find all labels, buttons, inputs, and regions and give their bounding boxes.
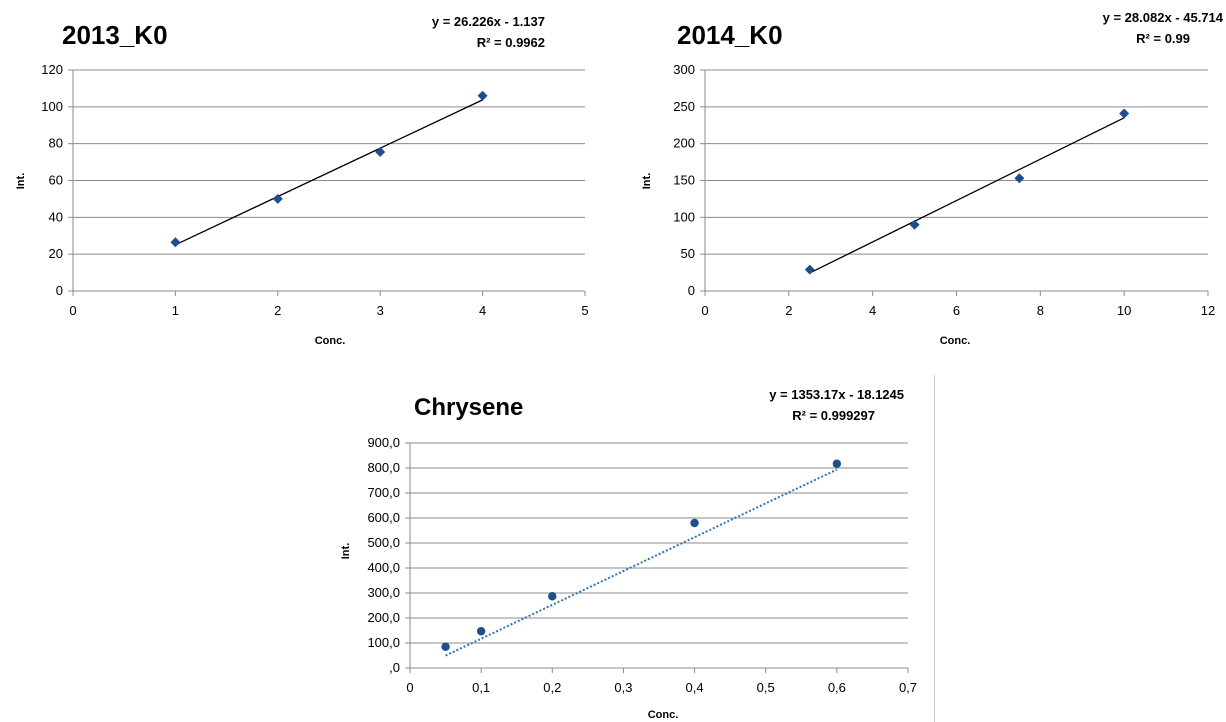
x-tick-label: 0,2 bbox=[543, 680, 561, 695]
x-tick-label: 5 bbox=[581, 303, 588, 318]
data-point bbox=[548, 592, 557, 601]
data-point bbox=[476, 627, 486, 636]
y-tick-label: ,0 bbox=[389, 660, 400, 675]
data-point bbox=[832, 459, 842, 468]
y-tick-label: 800,0 bbox=[367, 460, 400, 475]
chart-2013-k0-svg: 2013_K0 y = 26.226x - 1.137 R² = 0.9962 … bbox=[15, 14, 589, 347]
trendline bbox=[445, 468, 838, 657]
y-tick-label: 300 bbox=[673, 62, 695, 77]
x-tick-label: 0,3 bbox=[614, 680, 632, 695]
data-point bbox=[1119, 108, 1130, 119]
chart-chrysene: Chrysene y = 1353.17x - 18.1245 R² = 0.9… bbox=[330, 375, 930, 722]
y-tick-label: 80 bbox=[49, 136, 63, 151]
panel-divider bbox=[934, 375, 935, 722]
y-tick-label: 900,0 bbox=[367, 435, 400, 450]
data-point bbox=[441, 642, 450, 651]
chart-2014-k0-svg: 2014_K0 y = 28.082x - 45.714 R² = 0.99 C… bbox=[641, 10, 1224, 347]
y-tick-label: 200 bbox=[673, 136, 695, 151]
y-tick-label: 50 bbox=[681, 246, 695, 261]
y-tick-label: 120 bbox=[41, 62, 63, 77]
x-tick-label: 0,1 bbox=[472, 680, 490, 695]
x-tick-label: 0 bbox=[69, 303, 76, 318]
y-tick-label: 0 bbox=[688, 283, 695, 298]
trendline bbox=[809, 117, 1125, 274]
trend-equation: y = 26.226x - 1.137 bbox=[432, 14, 545, 29]
y-tick-label: 150 bbox=[673, 173, 695, 188]
x-tick-label: 1 bbox=[172, 303, 179, 318]
x-tick-label: 3 bbox=[377, 303, 384, 318]
y-axis-label: Int. bbox=[340, 543, 352, 560]
y-tick-label: 100 bbox=[673, 209, 695, 224]
y-axis-label: Int. bbox=[15, 173, 27, 190]
x-tick-label: 0 bbox=[406, 680, 413, 695]
chart-chrysene-svg: Chrysene y = 1353.17x - 18.1245 R² = 0.9… bbox=[340, 387, 917, 721]
trend-equation: y = 1353.17x - 18.1245 bbox=[769, 387, 904, 402]
x-tick-label: 4 bbox=[479, 303, 486, 318]
x-axis-label: Conc. bbox=[315, 335, 346, 347]
trendline bbox=[175, 99, 483, 246]
data-point bbox=[1014, 173, 1025, 184]
y-tick-label: 400,0 bbox=[367, 560, 400, 575]
data-point bbox=[375, 146, 386, 157]
y-tick-label: 20 bbox=[49, 246, 63, 261]
x-tick-label: 0 bbox=[701, 303, 708, 318]
x-tick-label: 0,4 bbox=[686, 680, 704, 695]
y-tick-label: 100 bbox=[41, 99, 63, 114]
x-tick-label: 2 bbox=[274, 303, 281, 318]
x-tick-label: 10 bbox=[1117, 303, 1131, 318]
data-point bbox=[477, 90, 488, 101]
x-tick-label: 8 bbox=[1037, 303, 1044, 318]
x-tick-label: 0,5 bbox=[757, 680, 775, 695]
plot-area: 0 50 100 150 200 250 300 0 2 4 6 8 10 12 bbox=[673, 62, 1215, 318]
data-point bbox=[690, 518, 699, 528]
x-tick-label: 0,7 bbox=[899, 680, 917, 695]
y-tick-label: 300,0 bbox=[367, 585, 400, 600]
data-point bbox=[804, 264, 815, 275]
trend-r2: R² = 0.9962 bbox=[477, 35, 545, 50]
plot-area: 0 20 40 60 80 100 120 0 1 2 3 4 5 bbox=[41, 62, 588, 318]
x-tick-label: 2 bbox=[785, 303, 792, 318]
data-point bbox=[170, 237, 181, 248]
chart-title: 2013_K0 bbox=[62, 20, 168, 50]
data-point bbox=[909, 219, 920, 230]
x-tick-label: 6 bbox=[953, 303, 960, 318]
x-axis-label: Conc. bbox=[648, 709, 679, 721]
trend-equation: y = 28.082x - 45.714 bbox=[1103, 10, 1224, 25]
plot-area: ,0 100,0 200,0 300,0 400,0 500,0 600,0 700,0 800… bbox=[367, 435, 917, 695]
x-tick-label: 0,6 bbox=[828, 680, 846, 695]
data-point bbox=[272, 193, 283, 204]
trend-r2: R² = 0.999297 bbox=[792, 408, 875, 423]
y-tick-label: 40 bbox=[49, 209, 63, 224]
x-tick-label: 4 bbox=[869, 303, 876, 318]
y-tick-label: 500,0 bbox=[367, 535, 400, 550]
y-tick-label: 200,0 bbox=[367, 610, 400, 625]
trend-r2: R² = 0.99 bbox=[1136, 31, 1190, 46]
x-tick-label: 12 bbox=[1201, 303, 1215, 318]
y-tick-label: 250 bbox=[673, 99, 695, 114]
y-tick-label: 700,0 bbox=[367, 485, 400, 500]
chart-title: Chrysene bbox=[414, 394, 523, 421]
y-tick-label: 100,0 bbox=[367, 635, 400, 650]
x-axis-label: Conc. bbox=[940, 335, 971, 347]
y-tick-label: 0 bbox=[56, 283, 63, 298]
chart-2013-k0: 2013_K0 y = 26.226x - 1.137 R² = 0.9962 … bbox=[0, 0, 600, 360]
chart-title: 2014_K0 bbox=[677, 20, 783, 50]
y-tick-label: 600,0 bbox=[367, 510, 400, 525]
y-axis-label: Int. bbox=[641, 173, 653, 190]
y-tick-label: 60 bbox=[49, 173, 63, 188]
chart-2014-k0: 2014_K0 y = 28.082x - 45.714 R² = 0.99 C… bbox=[620, 0, 1226, 360]
